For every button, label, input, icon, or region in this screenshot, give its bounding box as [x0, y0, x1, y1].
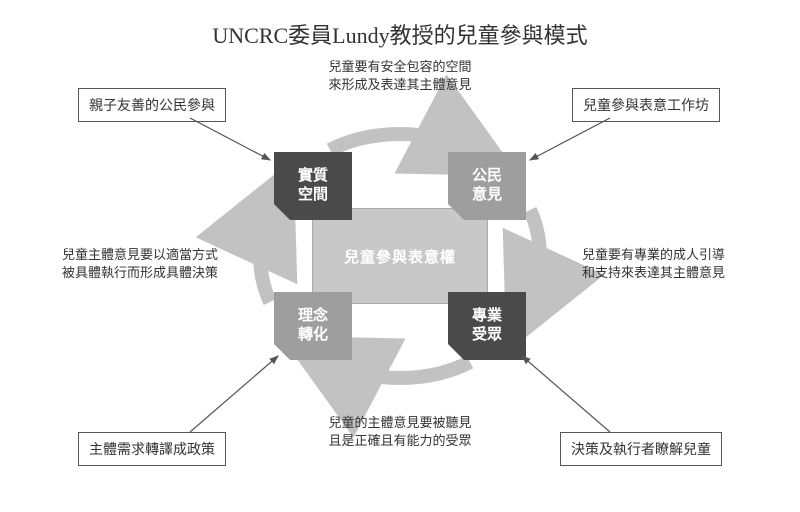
quad-space: 實質空間 [274, 152, 352, 220]
quad-voice: 公民意見 [448, 152, 526, 220]
outer-box-bl: 主體需求轉譯成政策 [78, 432, 226, 466]
note-top: 兒童要有安全包容的空間來形成及表達其主體意見 [300, 58, 500, 94]
quad-audience: 專業受眾 [448, 292, 526, 360]
outer-box-tr: 兒童參與表意工作坊 [572, 88, 720, 122]
center-concept: 兒童參與表意權 [312, 208, 488, 304]
outer-box-tl: 親子友善的公民參與 [78, 88, 226, 122]
note-right: 兒童要有專業的成人引導和支持來表達其主體意見 [582, 246, 762, 282]
quad-influence: 理念轉化 [274, 292, 352, 360]
outer-box-br: 決策及執行者瞭解兒童 [560, 432, 722, 466]
diagram-title: UNCRC委員Lundy教授的兒童參與模式 [0, 18, 800, 50]
note-left: 兒童主體意見要以適當方式被具體執行而形成具體決策 [62, 246, 262, 282]
note-bottom: 兒童的主體意見要被聽見且是正確且有能力的受眾 [300, 414, 500, 450]
